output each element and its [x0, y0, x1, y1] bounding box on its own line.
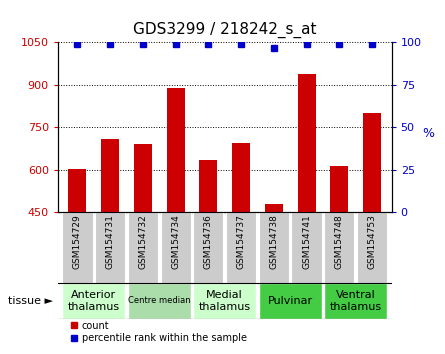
Bar	[265, 204, 283, 340]
Text: Anterior
thalamus: Anterior thalamus	[68, 290, 120, 312]
Text: Medial
thalamus: Medial thalamus	[198, 290, 251, 312]
Bar	[161, 212, 191, 283]
Bar	[259, 283, 322, 319]
Bar	[259, 212, 289, 283]
Text: Ventral
thalamus: Ventral thalamus	[330, 290, 382, 312]
Bar	[128, 283, 191, 319]
Text: Pulvinar: Pulvinar	[267, 296, 313, 306]
Text: GSM154731: GSM154731	[106, 215, 115, 269]
Bar	[291, 212, 322, 283]
Text: GSM154741: GSM154741	[302, 215, 311, 269]
Bar	[166, 88, 185, 340]
Bar	[363, 113, 381, 340]
Bar	[62, 212, 93, 283]
Text: GSM154738: GSM154738	[269, 215, 278, 269]
Bar	[134, 144, 152, 340]
Bar	[226, 212, 256, 283]
Y-axis label: %: %	[423, 127, 435, 141]
Text: GSM154737: GSM154737	[237, 215, 246, 269]
Text: tissue ►: tissue ►	[8, 296, 53, 306]
Bar	[128, 212, 158, 283]
Bar	[298, 74, 316, 340]
Text: GSM154753: GSM154753	[368, 215, 376, 269]
Text: GSM154734: GSM154734	[171, 215, 180, 269]
Text: Centre median: Centre median	[128, 296, 190, 306]
Bar	[101, 139, 119, 340]
Bar	[357, 212, 387, 283]
Text: GSM154732: GSM154732	[138, 215, 147, 269]
Bar	[69, 169, 86, 340]
Bar	[193, 283, 256, 319]
Bar	[324, 212, 354, 283]
Bar	[193, 212, 223, 283]
Text: GSM154729: GSM154729	[73, 215, 82, 269]
Title: GDS3299 / 218242_s_at: GDS3299 / 218242_s_at	[133, 22, 316, 38]
Bar	[324, 283, 387, 319]
Text: GSM154736: GSM154736	[204, 215, 213, 269]
Bar	[330, 166, 348, 340]
Bar	[62, 283, 125, 319]
Bar	[95, 212, 125, 283]
Bar	[232, 143, 250, 340]
Bar	[199, 160, 217, 340]
Legend: count, percentile rank within the sample: count, percentile rank within the sample	[67, 317, 251, 347]
Text: GSM154748: GSM154748	[335, 215, 344, 269]
